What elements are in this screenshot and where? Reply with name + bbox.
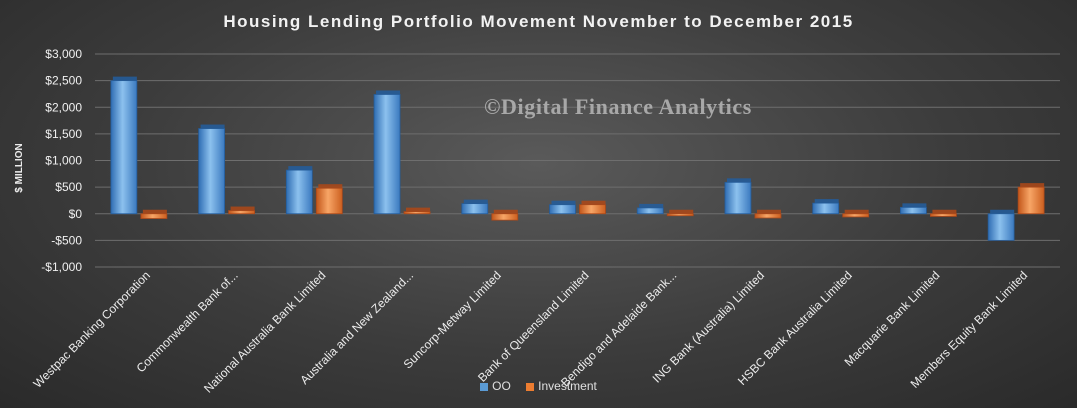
bar-investment <box>228 210 255 215</box>
bar-top-oo <box>902 203 927 208</box>
bar-oo <box>900 206 927 215</box>
bar-top-investment <box>669 209 694 214</box>
y-tick-label: -$1,000 <box>41 260 82 274</box>
bar-top-oo <box>288 166 313 171</box>
bar-oo <box>285 169 313 215</box>
bar-investment <box>140 213 168 219</box>
bar-top-investment <box>230 206 255 211</box>
gridlines <box>95 53 1060 268</box>
bar-investment <box>666 213 694 217</box>
bar-top-oo <box>990 209 1015 214</box>
x-tick-label: Westpac Banking Corporation <box>31 268 153 390</box>
bar-top-oo <box>551 200 576 205</box>
legend-label-investment: Investment <box>538 379 597 393</box>
x-tick-label: Macquarie Bank Limited <box>842 268 943 369</box>
bar-top-investment <box>406 207 431 212</box>
legend: OO Investment <box>0 379 1077 393</box>
bar-top-investment <box>581 200 606 205</box>
x-tick-labels: Westpac Banking CorporationCommonwealth … <box>31 268 1031 395</box>
bar-oo <box>461 203 489 215</box>
bar-top-oo <box>639 203 664 208</box>
y-tick-labels: $3,000 $2,500 $2,000 $1,500 $1,000 $500 $0 -$50… <box>41 47 82 274</box>
bars <box>110 76 1045 241</box>
bar-top-oo <box>376 90 401 95</box>
bar-investment <box>842 213 870 218</box>
bar-top-investment <box>844 209 869 214</box>
bar-investment <box>315 187 343 215</box>
x-tick-label: Suncorp-Metway Limited <box>401 268 504 371</box>
bar-oo <box>812 202 840 215</box>
bar-oo <box>636 207 664 215</box>
watermark: ©Digital Finance Analytics <box>484 94 752 119</box>
bar-oo <box>987 213 1015 241</box>
bar-investment <box>754 213 782 219</box>
legend-label-oo: OO <box>492 379 511 393</box>
bar-oo <box>724 181 752 215</box>
bar-investment <box>1017 186 1045 215</box>
bar-investment <box>579 204 606 215</box>
bar-top-investment <box>493 209 518 214</box>
bar-investment <box>403 211 431 215</box>
y-tick-label: $0 <box>69 207 83 221</box>
legend-swatch-investment <box>526 383 535 391</box>
bar-investment <box>930 213 957 217</box>
bar-investment <box>491 213 519 221</box>
bar-top-oo <box>726 178 751 183</box>
bar-oo <box>198 128 225 215</box>
y-tick-label: $500 <box>55 180 82 194</box>
bar-oo <box>110 80 138 215</box>
y-tick-label: $2,500 <box>45 74 82 88</box>
y-tick-label: -$500 <box>51 233 82 247</box>
chart-title: Housing Lending Portfolio Movement Novem… <box>223 12 854 31</box>
bar-top-oo <box>463 199 488 204</box>
y-tick-label: $1,000 <box>45 154 82 168</box>
legend-swatch-oo <box>480 383 489 391</box>
bar-top-oo <box>814 199 839 204</box>
y-tick-label: $2,000 <box>45 100 82 114</box>
y-tick-label: $1,500 <box>45 127 82 141</box>
bar-top-oo <box>112 76 137 81</box>
y-tick-label: $3,000 <box>45 47 82 61</box>
bar-oo <box>373 94 401 215</box>
bar-oo <box>549 204 576 215</box>
y-axis-label: $ MILLION <box>14 143 25 193</box>
x-tick-label: Commonwealth Bank of... <box>134 268 241 375</box>
legend-item-oo: OO <box>480 379 511 393</box>
bar-top-oo <box>200 124 225 129</box>
bar-top-investment <box>1020 183 1045 188</box>
bar-top-investment <box>932 209 957 214</box>
bar-top-investment <box>318 184 343 189</box>
bar-top-investment <box>142 209 167 214</box>
legend-item-investment: Investment <box>526 379 597 393</box>
bar-top-investment <box>756 209 781 214</box>
